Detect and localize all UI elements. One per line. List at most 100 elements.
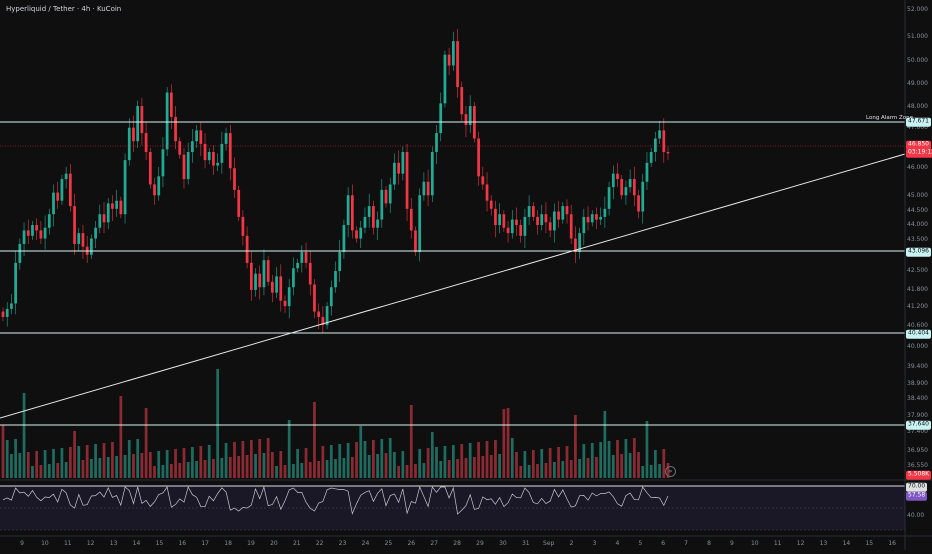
candle-body[interactable] (557, 211, 560, 220)
candle-body[interactable] (22, 230, 26, 244)
candle-body[interactable] (140, 106, 144, 134)
symbol-title[interactable]: Hyperliquid / Tether · 4h · KuCoin (6, 5, 122, 13)
candle-body[interactable] (616, 173, 619, 180)
candle-body[interactable] (73, 206, 76, 244)
candle-body[interactable] (1, 311, 5, 317)
candle-body[interactable] (98, 214, 102, 228)
scroll-to-realtime-icon[interactable]: » (665, 466, 676, 477)
candle-body[interactable] (658, 130, 661, 139)
candle-body[interactable] (207, 152, 211, 161)
candle-body[interactable] (439, 103, 443, 134)
candle-body[interactable] (241, 216, 245, 236)
candle-body[interactable] (43, 227, 47, 239)
candle-body[interactable] (178, 141, 182, 155)
candle-body[interactable] (262, 260, 266, 288)
candle-body[interactable] (536, 216, 539, 226)
candle-body[interactable] (376, 219, 379, 228)
candle-body[interactable] (292, 268, 295, 288)
candle-body[interactable] (279, 276, 283, 301)
candle-body[interactable] (443, 54, 447, 104)
candle-body[interactable] (401, 152, 405, 174)
candle-body[interactable] (313, 284, 316, 312)
candle-body[interactable] (132, 127, 135, 142)
candle-body[interactable] (346, 195, 350, 226)
candle-body[interactable] (409, 208, 413, 231)
candle-body[interactable] (574, 238, 577, 253)
candle-body[interactable] (506, 227, 510, 234)
candle-body[interactable] (662, 130, 666, 153)
candle-body[interactable] (123, 160, 127, 215)
candle-body[interactable] (372, 206, 375, 228)
candle-body[interactable] (52, 192, 55, 215)
candle-body[interactable] (182, 154, 186, 180)
candle-body[interactable] (119, 200, 123, 215)
candle-body[interactable] (380, 189, 384, 220)
candle-body[interactable] (106, 203, 110, 223)
candle-body[interactable] (115, 200, 119, 209)
candle-body[interactable] (502, 214, 506, 228)
candle-body[interactable] (64, 173, 68, 180)
candle-body[interactable] (498, 214, 502, 226)
candle-body[interactable] (68, 173, 72, 207)
candle-body[interactable] (144, 133, 148, 153)
candle-body[interactable] (249, 262, 253, 290)
candle-body[interactable] (637, 195, 640, 212)
candle-body[interactable] (468, 106, 472, 125)
candle-body[interactable] (148, 152, 152, 185)
candle-body[interactable] (620, 179, 624, 196)
candle-body[interactable] (624, 187, 628, 196)
candle-body[interactable] (5, 308, 9, 317)
candle-body[interactable] (169, 92, 173, 117)
candle-body[interactable] (102, 214, 106, 223)
candle-body[interactable] (90, 238, 93, 255)
ascending-trendline[interactable] (0, 153, 906, 419)
candle-body[interactable] (641, 181, 645, 212)
candle-body[interactable] (544, 214, 548, 223)
candle-body[interactable] (161, 149, 165, 177)
candle-body[interactable] (81, 233, 85, 247)
candle-body[interactable] (325, 306, 329, 326)
candle-body[interactable] (447, 54, 451, 66)
candle-body[interactable] (561, 206, 565, 220)
candle-body[interactable] (595, 214, 598, 220)
candle-body[interactable] (456, 41, 459, 88)
candle-body[interactable] (515, 219, 518, 226)
candle-body[interactable] (632, 179, 636, 196)
candle-body[interactable] (195, 130, 198, 142)
candle-body[interactable] (654, 138, 657, 153)
candle-body[interactable] (548, 222, 552, 231)
candle-body[interactable] (31, 225, 34, 236)
candle-body[interactable] (355, 230, 358, 239)
candle-body[interactable] (308, 262, 312, 285)
candle-body[interactable] (519, 225, 523, 236)
candle-body[interactable] (611, 173, 615, 188)
candle-body[interactable] (489, 200, 493, 209)
candle-body[interactable] (422, 181, 426, 196)
candle-body[interactable] (628, 179, 632, 188)
candle-body[interactable] (321, 316, 325, 326)
candle-body[interactable] (212, 152, 215, 166)
candle-body[interactable] (237, 189, 241, 217)
candle-body[interactable] (569, 214, 573, 239)
candle-body[interactable] (510, 219, 514, 234)
candle-body[interactable] (477, 138, 480, 177)
candle-body[interactable] (233, 168, 236, 190)
candle-body[interactable] (287, 287, 291, 307)
candle-body[interactable] (329, 287, 333, 307)
candle-body[interactable] (35, 225, 39, 231)
candle-body[interactable] (451, 41, 455, 66)
candle-body[interactable] (590, 214, 594, 223)
candle-body[interactable] (174, 116, 177, 142)
candle-body[interactable] (384, 189, 388, 204)
candle-body[interactable] (531, 206, 535, 217)
candle-body[interactable] (603, 208, 607, 217)
candle-body[interactable] (481, 176, 485, 185)
candle-body[interactable] (203, 143, 207, 161)
candle-body[interactable] (649, 152, 653, 163)
candle-body[interactable] (599, 216, 603, 220)
candle-body[interactable] (254, 273, 257, 290)
candle-body[interactable] (418, 195, 422, 253)
candle-body[interactable] (275, 276, 278, 293)
